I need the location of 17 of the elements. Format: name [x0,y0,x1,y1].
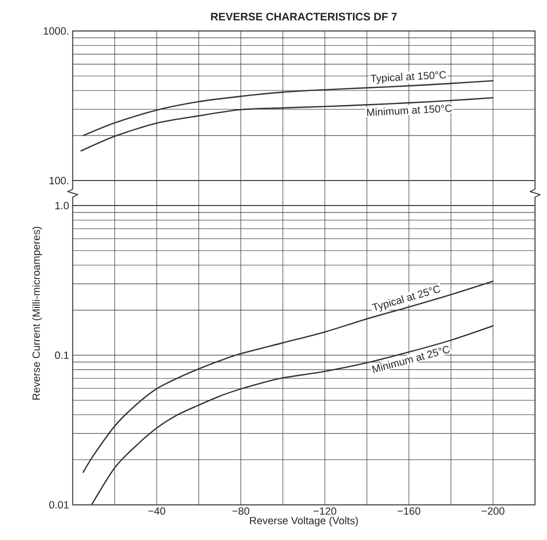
x-tick-label: −80 [232,507,250,515]
y-axis-title: Reverse Current (Milli-microamperes) [32,226,42,400]
y-tick-label: 100. [50,176,68,184]
y-tick-label: 1.0 [55,202,69,210]
x-tick-label: −160 [398,507,420,515]
y-tick-label: 0.01 [49,501,69,509]
text: Minimum at 25°C [372,346,450,373]
chart-title: REVERSE CHARACTERISTICS DF 7 [211,12,397,20]
x-axis-title: Reverse Voltage (Volts) [250,516,358,526]
x-tick-label: −120 [314,507,336,515]
y-tick-label: 1000. [44,27,68,35]
series-label: Typical at 150°C [370,71,446,84]
text: Typical at 25°C [372,286,440,312]
x-tick-label: −200 [482,507,504,515]
series-label: Minimum at 150°C [366,104,452,116]
x-tick-label: −40 [148,507,166,515]
y-tick-label: 0.1 [55,352,69,359]
